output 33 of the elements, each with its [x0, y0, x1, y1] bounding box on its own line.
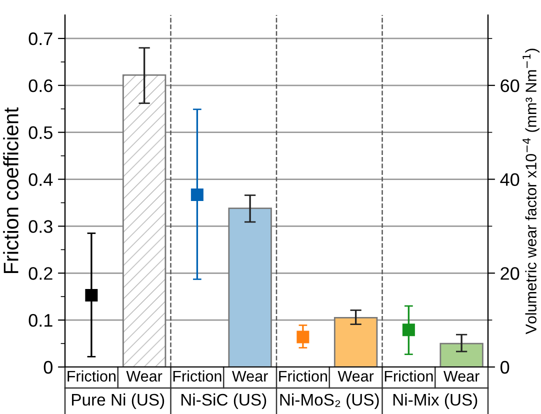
y-tick-label: 0.7 [28, 32, 52, 46]
x-tick-label: Friction [68, 370, 116, 382]
text: Ni-Mix (US) [393, 393, 478, 409]
y-tick-label: 0 [44, 360, 52, 374]
x-tick-label: Wear [232, 370, 268, 382]
y2-tick-label: 0 [500, 360, 510, 374]
x-tick-label: Wear [126, 370, 162, 382]
x-tick-label: Wear [444, 370, 480, 382]
x-tick-label: Friction [279, 370, 327, 382]
bar [228, 208, 272, 367]
x-tick-label: Friction [173, 370, 222, 382]
y2-axis-title: Volumetric wear factor x10$^{−4}$ (mm³ Nm$^{−1}$) [522, 48, 540, 334]
point [402, 324, 415, 336]
y-tick-label: 0.2 [28, 267, 52, 280]
text: Ni-MoS₂ (US) [280, 393, 379, 409]
point [190, 188, 204, 202]
y2-tick-label: 40 [500, 173, 520, 186]
y-tick-label: 0.4 [28, 173, 53, 186]
y-axis-title: Friction coefficient [3, 107, 18, 274]
x-tick-label: Wear [338, 370, 374, 382]
text: Pure Ni (US) [72, 393, 164, 409]
y-tick-label: 0.1 [28, 314, 52, 327]
y2-tick-label: 20 [500, 267, 520, 280]
point [85, 288, 98, 302]
bar [440, 342, 484, 367]
text: Ni-SiC (US) [181, 393, 266, 409]
y-tick-label: 0.6 [28, 79, 52, 92]
bar [334, 317, 378, 367]
y2-tick-label: 60 [500, 79, 520, 92]
x-tick-label: Friction [384, 370, 433, 382]
y-tick-label: 0.5 [28, 126, 52, 140]
point [296, 330, 310, 344]
y-tick-label: 0.3 [28, 220, 52, 233]
